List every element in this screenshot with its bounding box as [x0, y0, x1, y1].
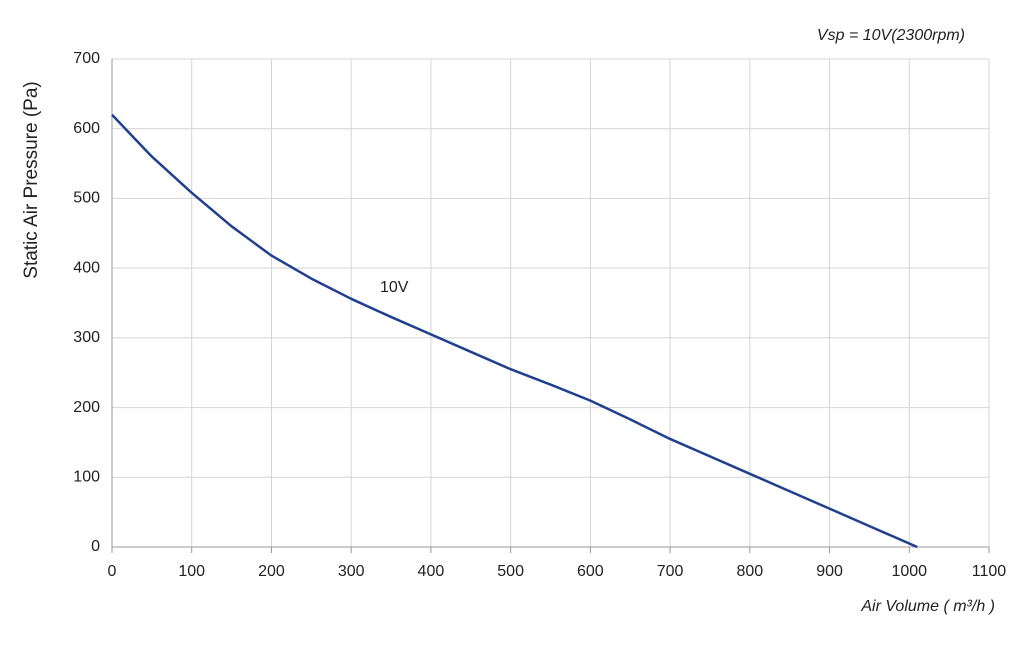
y-tick-label: 700	[73, 50, 100, 67]
x-tick-label: 700	[657, 563, 684, 580]
annotation: 10V	[380, 279, 409, 296]
y-tick-label: 200	[73, 399, 100, 416]
x-tick-label: 0	[108, 563, 117, 580]
y-axis-label: Static Air Pressure (Pa)	[21, 81, 42, 278]
x-tick-label: 400	[418, 563, 445, 580]
y-tick-label: 500	[73, 190, 100, 207]
data-line	[111, 113, 918, 549]
x-tick-label: 200	[258, 563, 285, 580]
x-tick-label: 300	[338, 563, 365, 580]
x-tick-label: 500	[497, 563, 524, 580]
x-tick-label: 100	[178, 563, 205, 580]
x-tick-label: 800	[736, 563, 763, 580]
y-tick-label: 100	[73, 469, 100, 486]
x-axis-label: Air Volume ( m³/h )	[860, 598, 995, 615]
x-tick-label: 900	[816, 563, 843, 580]
y-tick-label: 400	[73, 259, 100, 276]
y-tick-label: 600	[73, 120, 100, 137]
y-tick-label: 300	[73, 329, 100, 346]
x-tick-label: 1000	[891, 563, 927, 580]
y-tick-label: 0	[91, 538, 100, 555]
x-tick-label: 600	[577, 563, 604, 580]
chart-subtitle: Vsp = 10V(2300rpm)	[817, 27, 965, 44]
x-tick-label: 1100	[972, 563, 1007, 580]
